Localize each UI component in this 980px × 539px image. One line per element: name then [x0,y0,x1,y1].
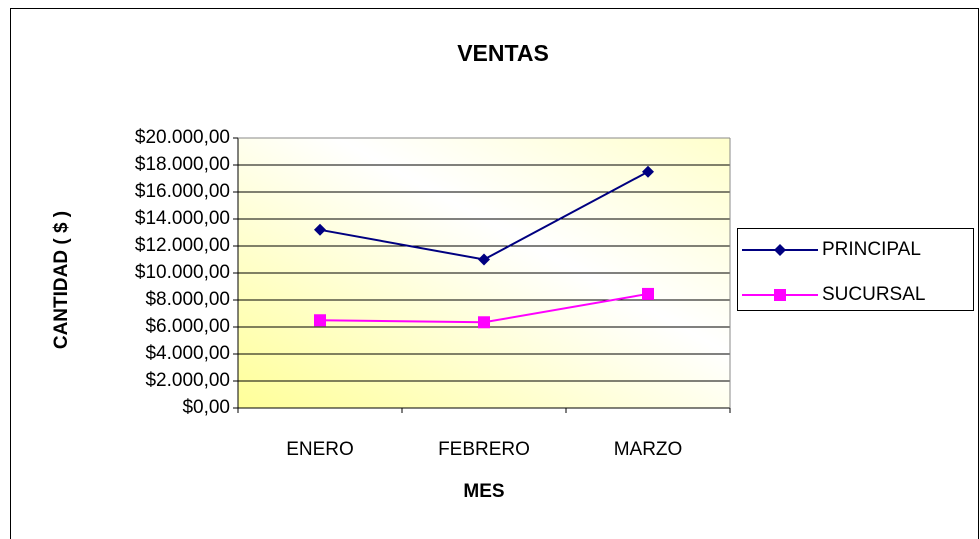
y-axis-label: CANTIDAD ( $ ) [51,211,72,349]
y-tick-label: $6.000,00 [145,316,230,337]
legend-marker [774,289,786,301]
data-point [314,314,326,327]
y-tick-label: $20.000,00 [135,127,230,148]
data-point [642,287,654,300]
y-tick-label: $18.000,00 [135,154,230,175]
x-tick-label: ENERO [286,439,354,460]
data-point [478,316,490,329]
data-point [642,165,654,178]
y-tick-label: $16.000,00 [135,181,230,202]
data-point [478,253,490,266]
legend-marker [774,244,786,256]
y-tick-label: $8.000,00 [145,289,230,310]
y-tick-label: $14.000,00 [135,208,230,229]
y-tick-label: $10.000,00 [135,262,230,283]
y-tick-label: $4.000,00 [145,343,230,364]
y-tick-label: $12.000,00 [135,235,230,256]
y-tick-label: $0,00 [182,397,230,418]
x-axis-label: MES [463,481,504,502]
x-tick-label: MARZO [614,439,683,460]
chart-title: VENTAS [457,40,549,66]
x-tick-label: FEBRERO [438,439,530,460]
data-point [314,223,326,236]
legend-label: PRINCIPAL [822,239,921,260]
y-tick-label: $2.000,00 [145,370,230,391]
legend-label: SUCURSAL [822,284,925,305]
